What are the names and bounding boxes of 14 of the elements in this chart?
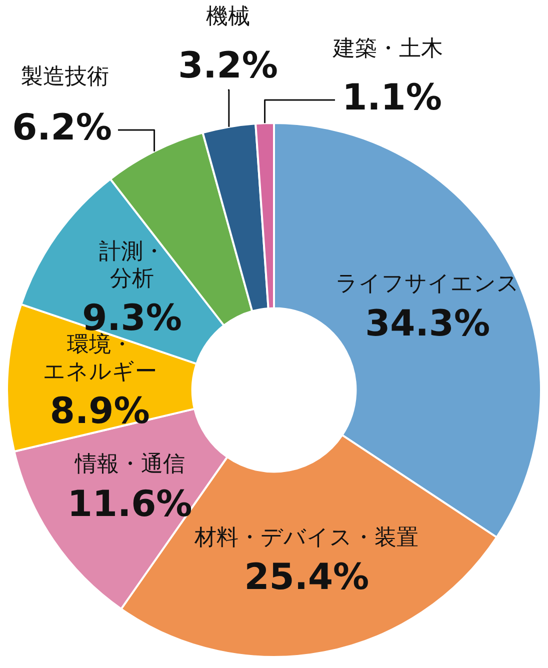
slice-label: 計測・分析 — [98, 240, 165, 292]
slice-label: ライフサイエンス — [336, 272, 520, 297]
data-label: 6.2% — [12, 107, 112, 148]
slice-label: 建築・土木 — [332, 36, 443, 62]
slice-label: 材料・デバイス・装置 — [194, 525, 419, 550]
slice-label: 機械 — [206, 4, 250, 30]
data-label: 11.6% — [67, 484, 192, 525]
slice-label: 製造技術 — [21, 64, 109, 90]
data-label: 3.2% — [178, 45, 278, 86]
data-label: 8.9% — [50, 391, 150, 432]
slice-label: 情報・通信 — [74, 452, 185, 478]
data-label: 34.3% — [365, 303, 490, 344]
data-label: 1.1% — [342, 77, 442, 118]
data-label: 25.4% — [244, 557, 370, 598]
